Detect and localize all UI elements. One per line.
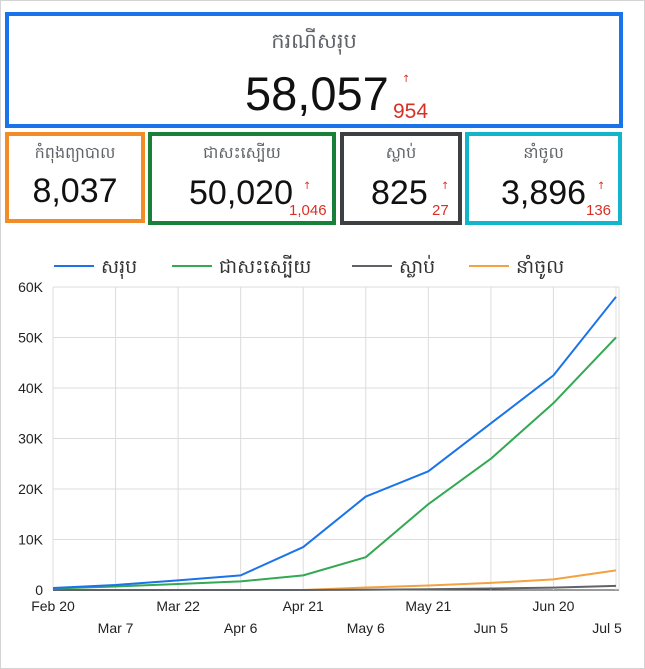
- imported-title: នាំចូល: [523, 143, 564, 162]
- deaths-value: 825: [371, 174, 428, 212]
- recovered-delta-icon: ↑: [303, 181, 312, 192]
- deaths-title: ស្លាប់: [385, 143, 417, 162]
- treating-box: កំពុងព្យាបាល 8,037: [5, 132, 145, 223]
- deaths-delta-icon: ↑: [441, 181, 450, 192]
- imported-value: 3,896: [501, 174, 587, 212]
- recovered-title: ជាសះស្បើយ: [203, 143, 281, 162]
- treating-title: កំពុងព្យាបាល: [34, 143, 116, 162]
- imported-delta-icon: ↑: [597, 181, 606, 192]
- imported-box: នាំចូល 3,896 ↑ 136: [465, 132, 622, 225]
- recovered-value: 50,020: [189, 174, 293, 212]
- recovered-delta: 1,046: [289, 202, 327, 219]
- recovered-box: ជាសះស្បើយ 50,020 ↑ 1,046: [148, 132, 336, 225]
- total-cases-title: ករណីសរុប: [271, 29, 357, 53]
- deaths-delta: 27: [432, 202, 449, 219]
- total-cases-value: 58,057: [245, 67, 389, 120]
- deaths-box: ស្លាប់ 825 ↑ 27: [340, 132, 462, 225]
- total-cases-delta: 954: [393, 100, 429, 123]
- imported-delta: 136: [586, 202, 612, 219]
- total-delta-icon: ↑: [402, 74, 411, 85]
- treating-value: 8,037: [32, 172, 118, 210]
- total-cases-box: ករណីសរុប 58,057 ↑ 954: [5, 12, 623, 128]
